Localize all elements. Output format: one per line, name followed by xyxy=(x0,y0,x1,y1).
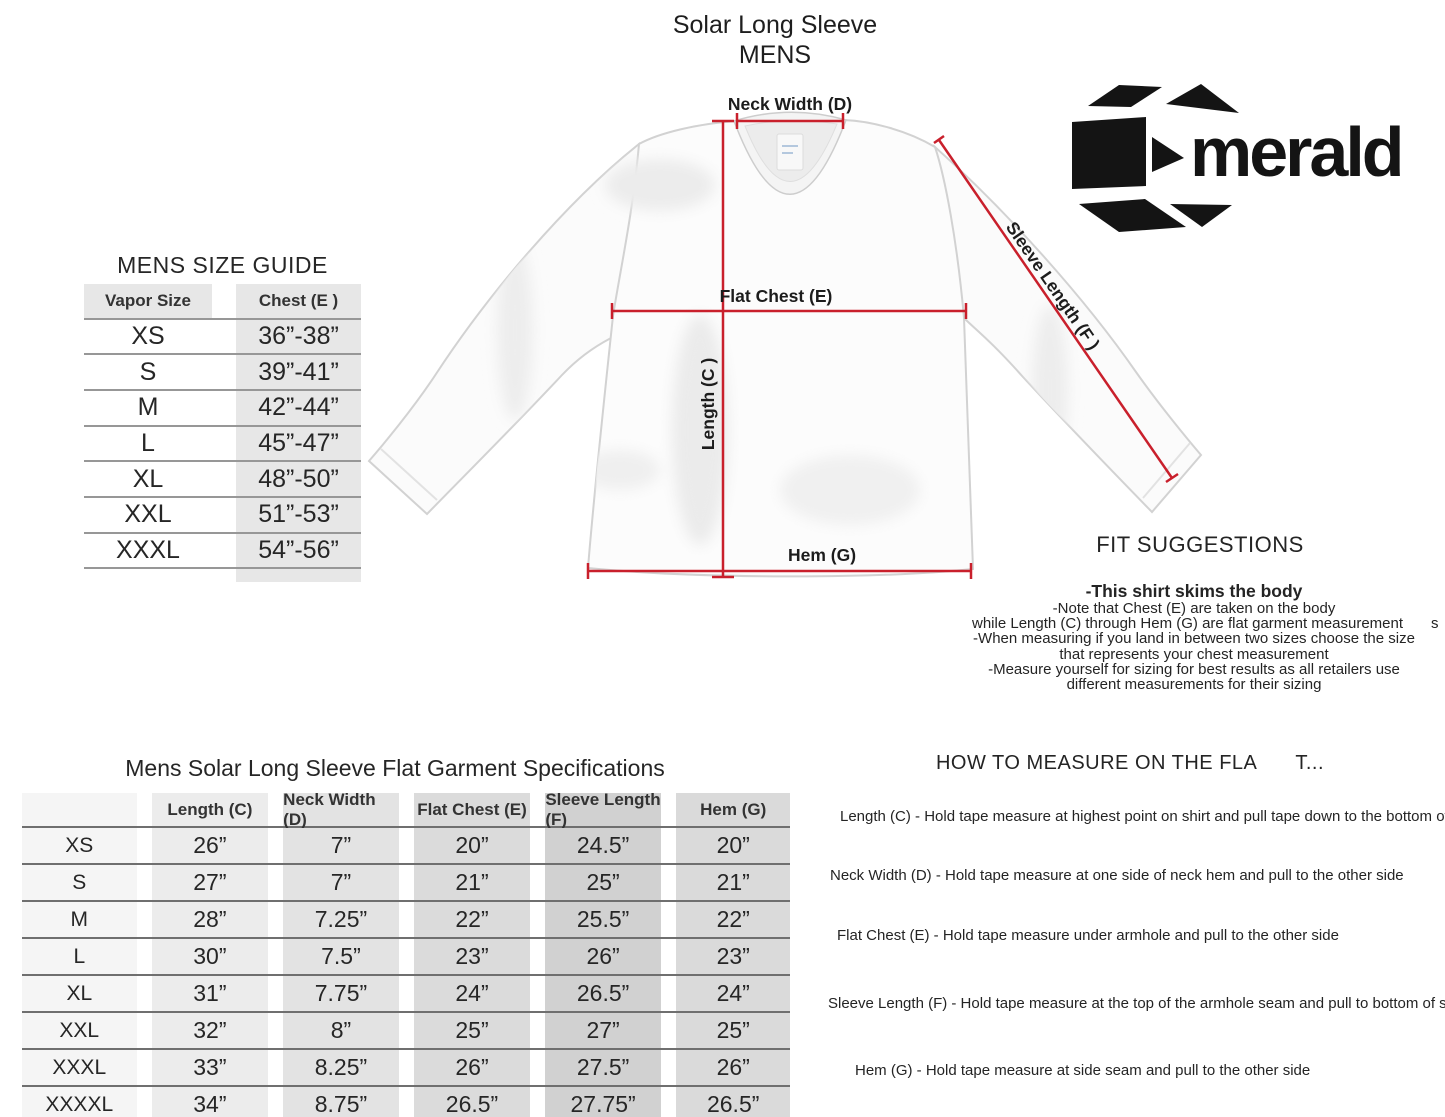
size-guide-row: XXXL 54”-56” xyxy=(84,533,361,570)
size-guide-row: XL 48”-50” xyxy=(84,462,361,498)
neck-width-label: Neck Width (D) xyxy=(728,94,852,114)
measure-instruction: Sleeve Length (F) - Hold tape measure at… xyxy=(828,995,1445,1012)
neck-width-line xyxy=(735,113,845,129)
fit-line: -This shirt skims the body xyxy=(1085,581,1303,601)
spec-row: XXXXL 34” 8.75” 26.5” 27.75” 26.5” xyxy=(22,1087,790,1117)
how-to-measure-title: HOW TO MEASURE ON THE FLA T... xyxy=(935,752,1325,774)
fit-line: different measurements for their sizing xyxy=(1066,676,1322,694)
spec-row: S 27” 7” 21” 25” 21” xyxy=(22,865,790,902)
size-guide-title: MENS SIZE GUIDE xyxy=(117,252,328,278)
length-label: Length (C ) xyxy=(698,358,718,450)
size-guide-row: M 42”-44” xyxy=(84,390,361,427)
measure-instruction: Neck Width (D) - Hold tape measure at on… xyxy=(830,867,1404,884)
spec-header-row: Length (C) Neck Width (D) Flat Chest (E)… xyxy=(22,790,790,829)
flat-chest-label: Flat Chest (E) xyxy=(720,286,833,306)
spec-table: Length (C) Neck Width (D) Flat Chest (E)… xyxy=(22,790,790,1117)
spec-row: M 28” 7.25” 22” 25.5” 22” xyxy=(22,902,790,939)
emerald-logo-text: merald xyxy=(1190,113,1405,191)
fit-suggestions-text: -This shirt skims the body -Note that Ch… xyxy=(972,581,1439,694)
spec-row: XXXL 33” 8.25” 26” 27.5” 26” xyxy=(22,1050,790,1087)
hem-label: Hem (G) xyxy=(788,545,856,565)
spec-row: L 30” 7.5” 23” 26” 23” xyxy=(22,939,790,976)
spec-row: XL 31” 7.75” 24” 26.5” 24” xyxy=(22,976,790,1013)
fit-line: that represents your chest measurement xyxy=(1059,645,1329,663)
flat-chest-line xyxy=(610,303,968,319)
size-guide-table: Vapor Size Chest (E ) XS 36”-38” S 39”-4… xyxy=(84,284,361,583)
fit-line: while Length (C) through Hem (G) are fla… xyxy=(972,615,1439,633)
spec-row: XXL 32” 8” 25” 27” 25” xyxy=(22,1013,790,1050)
fit-line-suffix: s xyxy=(1431,615,1439,633)
size-guide-row: S 39”-41” xyxy=(84,355,361,391)
size-guide-header-row: Vapor Size Chest (E ) xyxy=(84,284,361,320)
spec-table-title: Mens Solar Long Sleeve Flat Garment Spec… xyxy=(125,755,665,781)
fit-line: -Note that Chest (E) are taken on the bo… xyxy=(1052,600,1336,617)
size-guide-row: XS 36”-38” xyxy=(84,319,361,356)
fit-line: -When measuring if you land in between t… xyxy=(973,630,1415,648)
shirt-collar xyxy=(733,111,847,195)
measure-instruction: Length (C) - Hold tape measure at highes… xyxy=(840,808,1445,825)
size-guide-col-chest: Chest (E ) xyxy=(236,284,361,318)
size-guide-row: XXL 51”-53” xyxy=(84,497,361,534)
shirt-measurement-diagram: Neck Width (D) Flat Chest (E) Length (C … xyxy=(367,94,1203,579)
length-line xyxy=(712,119,734,579)
fit-suggestions-title: FIT SUGGESTIONS xyxy=(1096,532,1304,557)
size-guide-column-footer xyxy=(84,569,361,583)
measure-instruction: Flat Chest (E) - Hold tape measure under… xyxy=(837,927,1339,944)
size-guide-col-size: Vapor Size xyxy=(84,284,212,318)
measure-instruction: Hem (G) - Hold tape measure at side seam… xyxy=(855,1062,1311,1079)
emerald-logo-icon xyxy=(1072,84,1239,232)
page-title-line1: Solar Long Sleeve xyxy=(672,11,878,39)
neck-tag xyxy=(776,133,804,171)
sleeve-length-line xyxy=(933,134,1179,484)
measurement-lines xyxy=(586,113,1179,579)
hem-line xyxy=(586,563,973,579)
spec-row: XS 26” 7” 20” 24.5” 20” xyxy=(22,828,790,865)
size-guide-row: L 45”-47” xyxy=(84,426,361,463)
page-title-line2: MENS xyxy=(738,41,812,69)
page-title: Solar Long Sleeve MENS xyxy=(575,10,975,70)
fit-line: -Measure yourself for sizing for best re… xyxy=(988,660,1400,678)
